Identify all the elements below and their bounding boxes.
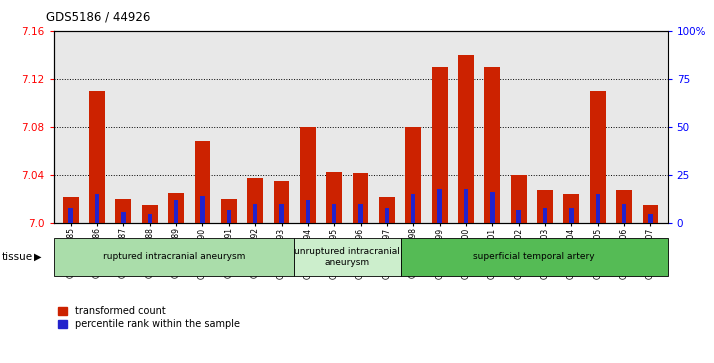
- Bar: [411, 195, 416, 223]
- Text: ruptured intracranial aneurysm: ruptured intracranial aneurysm: [103, 252, 245, 261]
- Bar: [253, 204, 257, 223]
- Bar: [169, 193, 184, 223]
- Bar: [353, 173, 368, 223]
- Bar: [69, 208, 73, 223]
- Bar: [279, 204, 283, 223]
- Text: superficial temporal artery: superficial temporal artery: [473, 252, 595, 261]
- Bar: [648, 213, 653, 223]
- Bar: [622, 204, 626, 223]
- Bar: [332, 204, 336, 223]
- Bar: [406, 127, 421, 223]
- Bar: [221, 199, 237, 223]
- Bar: [294, 238, 401, 276]
- Text: GDS5186 / 44926: GDS5186 / 44926: [46, 11, 151, 24]
- Bar: [537, 189, 553, 223]
- Bar: [432, 67, 448, 223]
- Bar: [194, 142, 211, 223]
- Bar: [116, 199, 131, 223]
- Bar: [174, 200, 178, 223]
- Bar: [616, 189, 632, 223]
- Text: ▶: ▶: [34, 252, 42, 262]
- Bar: [121, 212, 126, 223]
- Bar: [511, 175, 527, 223]
- Bar: [247, 178, 263, 223]
- Bar: [543, 208, 547, 223]
- Bar: [148, 213, 152, 223]
- Bar: [306, 200, 310, 223]
- Bar: [63, 197, 79, 223]
- Bar: [142, 205, 158, 223]
- Bar: [595, 195, 600, 223]
- Bar: [326, 172, 342, 223]
- Bar: [226, 210, 231, 223]
- Bar: [569, 208, 573, 223]
- Bar: [516, 210, 521, 223]
- Bar: [95, 195, 99, 223]
- Bar: [490, 192, 495, 223]
- Bar: [385, 208, 389, 223]
- Bar: [458, 55, 474, 223]
- Bar: [464, 189, 468, 223]
- Bar: [401, 238, 668, 276]
- Bar: [273, 181, 289, 223]
- Text: tissue: tissue: [1, 252, 33, 262]
- Legend: transformed count, percentile rank within the sample: transformed count, percentile rank withi…: [59, 306, 240, 329]
- Bar: [590, 91, 605, 223]
- Bar: [300, 127, 316, 223]
- Bar: [200, 196, 205, 223]
- Bar: [643, 205, 658, 223]
- Text: unruptured intracranial
aneurysm: unruptured intracranial aneurysm: [294, 247, 400, 266]
- Bar: [89, 91, 105, 223]
- Bar: [379, 197, 395, 223]
- Bar: [358, 204, 363, 223]
- Bar: [54, 238, 294, 276]
- Bar: [563, 195, 579, 223]
- Bar: [484, 67, 501, 223]
- Bar: [438, 189, 442, 223]
